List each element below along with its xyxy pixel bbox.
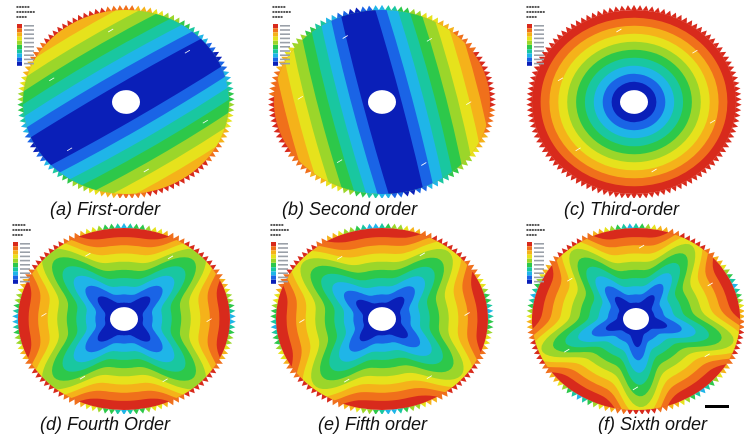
mode-shape-b (268, 4, 496, 198)
color-legend-d (13, 242, 30, 284)
gear-teeth-f (526, 223, 744, 414)
scale-bar (705, 405, 729, 408)
mode-shape-a (17, 4, 235, 198)
center-hole-e (368, 307, 396, 331)
center-hole-d (110, 307, 138, 331)
mode-shape-c (526, 4, 742, 198)
panel-b: ▪▪▪▪▪ ▪▪▪▪▪▪▪ ▪▪▪▪ (268, 2, 496, 198)
legend-block-f: ▪▪▪▪▪ ▪▪▪▪▪▪▪ ▪▪▪▪ (526, 222, 545, 237)
caption-c: (c) Third-order (564, 199, 680, 219)
panel-c: ▪▪▪▪▪ ▪▪▪▪▪▪▪ ▪▪▪▪ (522, 2, 744, 198)
probe-markers-c (557, 28, 716, 173)
center-hole-a (112, 90, 140, 114)
probe-markers-f (564, 244, 713, 391)
color-legend-a (17, 24, 34, 66)
panel-e: ▪▪▪▪▪ ▪▪▪▪▪▪▪ ▪▪▪▪ (266, 220, 496, 414)
probe-markers-d (41, 252, 212, 383)
caption-f: (f) Sixth order (598, 414, 708, 434)
mode-shape-d (12, 223, 236, 414)
color-legend-b (273, 24, 290, 66)
caption-e: (e) Fifth order (318, 414, 428, 434)
panel-f: ▪▪▪▪▪ ▪▪▪▪▪▪▪ ▪▪▪▪ (522, 220, 744, 414)
gear-teeth-b (268, 4, 496, 198)
color-legend-f (527, 242, 544, 284)
probe-markers-b (297, 35, 472, 166)
color-legend-c (527, 24, 544, 66)
caption-d: (d) Fourth Order (40, 414, 171, 434)
gear-teeth-a (17, 4, 235, 198)
center-hole-c (620, 90, 648, 114)
caption-a: (a) First-order (50, 199, 161, 219)
gear-teeth-c (526, 4, 742, 198)
color-legend-e (271, 242, 288, 284)
gear-teeth-d (12, 223, 236, 414)
mode-shape-f (526, 223, 744, 414)
legend-block-c: ▪▪▪▪▪ ▪▪▪▪▪▪▪ ▪▪▪▪ (526, 4, 545, 19)
legend-block-e: ▪▪▪▪▪ ▪▪▪▪▪▪▪ ▪▪▪▪ (270, 222, 289, 237)
panel-d: ▪▪▪▪▪ ▪▪▪▪▪▪▪ ▪▪▪▪ (8, 220, 238, 414)
legend-block-b: ▪▪▪▪▪ ▪▪▪▪▪▪▪ ▪▪▪▪ (272, 4, 291, 19)
mode-shape-e (270, 223, 494, 414)
probe-markers-a (48, 28, 209, 173)
center-hole-f (623, 308, 649, 330)
center-hole-b (368, 90, 396, 114)
gear-teeth-e (270, 223, 494, 414)
legend-block-d: ▪▪▪▪▪ ▪▪▪▪▪▪▪ ▪▪▪▪ (12, 222, 31, 237)
probe-markers-e (299, 252, 470, 383)
panel-a: ▪▪▪▪▪ ▪▪▪▪▪▪▪ ▪▪▪▪ (12, 2, 240, 198)
caption-b: (b) Second order (282, 199, 418, 219)
legend-block-a: ▪▪▪▪▪ ▪▪▪▪▪▪▪ ▪▪▪▪ (16, 4, 35, 19)
